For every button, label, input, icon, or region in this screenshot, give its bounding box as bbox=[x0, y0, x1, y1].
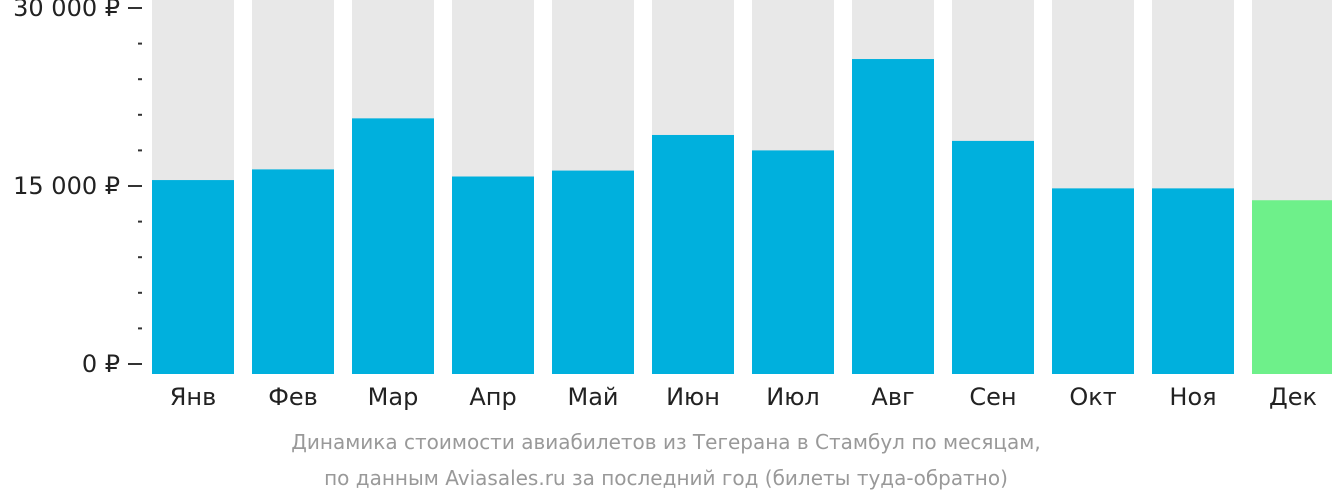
x-tick-label: Июл bbox=[766, 383, 820, 411]
y-tick-label: 15 000 ₽ bbox=[13, 172, 120, 200]
bar-2 bbox=[252, 169, 334, 374]
x-tick-label: Ноя bbox=[1169, 383, 1216, 411]
bar-6 bbox=[652, 134, 734, 374]
bar-8 bbox=[852, 59, 934, 374]
bar-5 bbox=[552, 170, 634, 374]
x-tick-label: Авг bbox=[871, 383, 914, 411]
y-tick-label: 0 ₽ bbox=[82, 350, 120, 378]
bar-1 bbox=[152, 180, 234, 374]
caption-line-2: по данным Aviasales.ru за последний год … bbox=[324, 466, 1008, 490]
x-tick-label: Дек bbox=[1269, 383, 1317, 411]
x-tick-label: Май bbox=[567, 383, 618, 411]
bar-10 bbox=[1052, 188, 1134, 374]
bar-12 bbox=[1252, 200, 1332, 374]
x-tick-label: Окт bbox=[1069, 383, 1116, 411]
x-tick-label: Апр bbox=[469, 383, 516, 411]
bar-4 bbox=[452, 176, 534, 374]
x-tick-label: Мар bbox=[368, 383, 419, 411]
x-tick-label: Янв bbox=[170, 383, 217, 411]
y-tick-label: 30 000 ₽ bbox=[13, 0, 120, 22]
x-axis-labels: Янв Фев Мар Апр Май Июн Июл Авг Сен Окт Ноя Дек bbox=[170, 383, 1317, 411]
bar-7 bbox=[752, 150, 834, 374]
x-tick-label: Фев bbox=[268, 383, 318, 411]
y-axis: 0 ₽ 15 000 ₽ 30 000 ₽ bbox=[13, 0, 142, 378]
x-tick-label: Июн bbox=[666, 383, 720, 411]
bar-3 bbox=[352, 118, 434, 374]
bar-9 bbox=[952, 140, 1034, 374]
bar-layer bbox=[152, 59, 1332, 374]
x-tick-label: Сен bbox=[969, 383, 1016, 411]
caption-line-1: Динамика стоимости авиабилетов из Тегера… bbox=[291, 430, 1041, 454]
bar-11 bbox=[1152, 188, 1234, 374]
